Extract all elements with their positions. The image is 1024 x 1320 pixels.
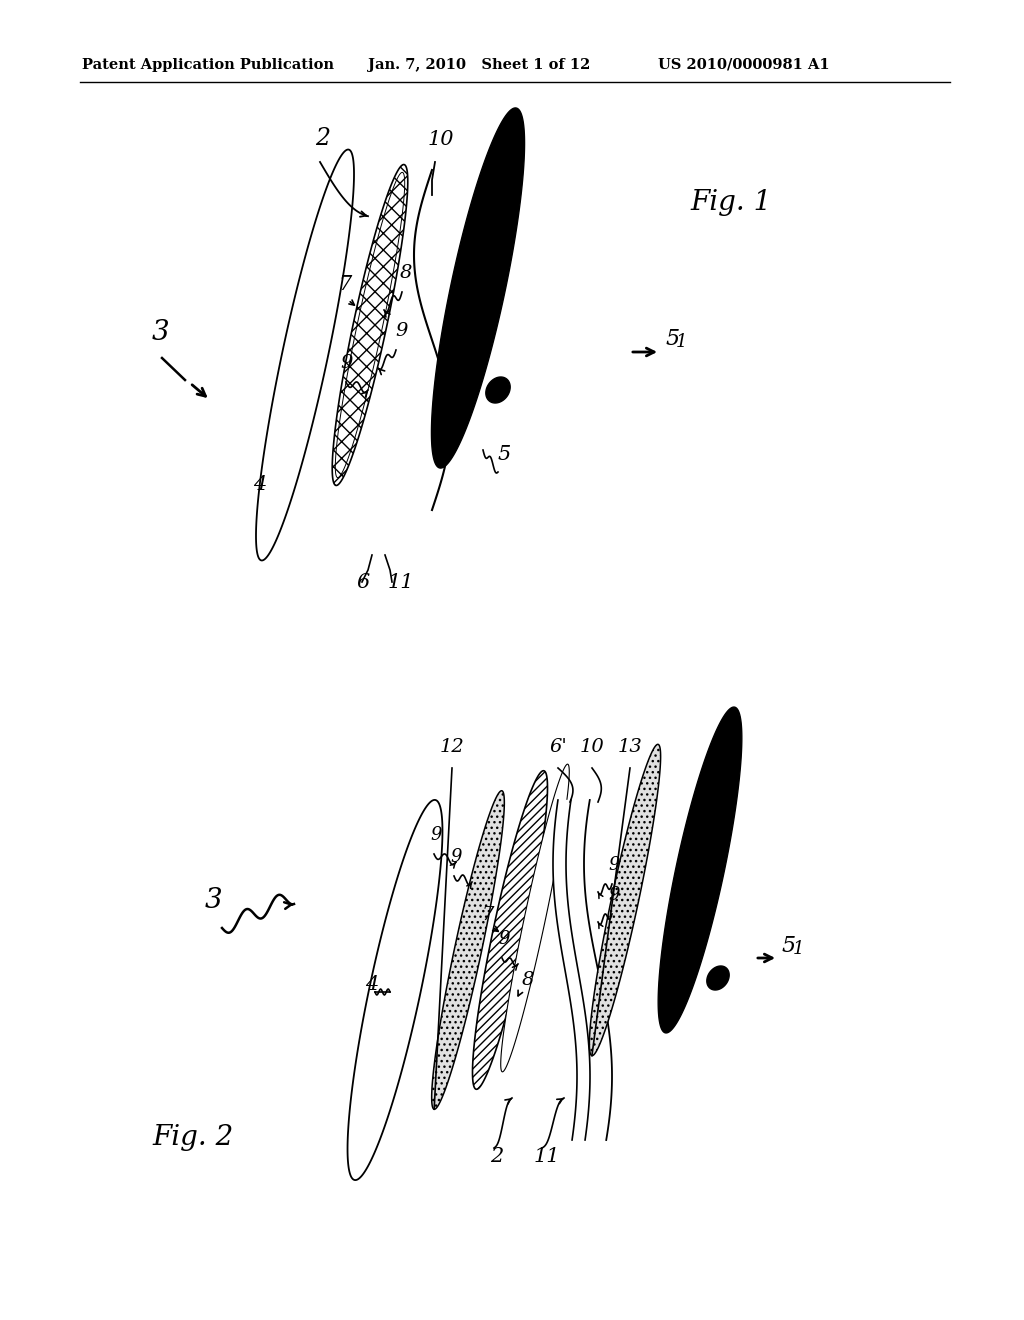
Text: 12: 12 [439,738,464,756]
Text: 4: 4 [253,475,266,494]
Text: 2: 2 [490,1147,503,1166]
Polygon shape [707,966,729,990]
Polygon shape [485,378,510,403]
Polygon shape [347,800,442,1180]
Text: 9: 9 [340,354,352,372]
Text: 5: 5 [498,445,511,465]
Text: 5: 5 [665,327,679,350]
Text: 1: 1 [676,333,687,351]
Text: 1: 1 [793,940,805,958]
Text: 9: 9 [608,855,620,874]
Text: 10: 10 [428,129,455,149]
Text: 3: 3 [205,887,222,913]
Polygon shape [332,165,408,486]
Text: 11: 11 [534,1147,560,1166]
Text: 5: 5 [782,935,796,957]
Polygon shape [501,764,569,1072]
Text: Fig. 2: Fig. 2 [152,1125,233,1151]
Text: 8: 8 [522,972,535,989]
Text: 9: 9 [608,886,620,904]
Text: 9: 9 [498,931,510,948]
Polygon shape [432,791,505,1109]
Text: 9: 9 [450,847,462,866]
Polygon shape [590,744,660,1056]
Text: 9: 9 [395,322,408,341]
Text: 4: 4 [365,975,378,994]
Polygon shape [256,149,354,561]
Text: Patent Application Publication: Patent Application Publication [82,58,334,73]
Text: 7: 7 [338,275,351,294]
Text: US 2010/0000981 A1: US 2010/0000981 A1 [658,58,829,73]
Text: 6: 6 [356,573,370,591]
Text: 8: 8 [400,264,413,282]
Text: 7: 7 [482,906,495,924]
Text: Jan. 7, 2010   Sheet 1 of 12: Jan. 7, 2010 Sheet 1 of 12 [368,58,591,73]
Text: 6': 6' [549,738,567,756]
Text: 9: 9 [430,826,441,843]
Polygon shape [658,708,741,1034]
Text: 10: 10 [580,738,604,756]
Text: 3: 3 [152,319,170,346]
Text: 11: 11 [388,573,415,591]
Text: 5: 5 [700,880,714,899]
Text: Fig. 1: Fig. 1 [690,189,771,216]
Text: 2: 2 [315,127,330,150]
Text: 13: 13 [617,738,642,756]
Polygon shape [472,771,548,1089]
Polygon shape [431,108,524,469]
